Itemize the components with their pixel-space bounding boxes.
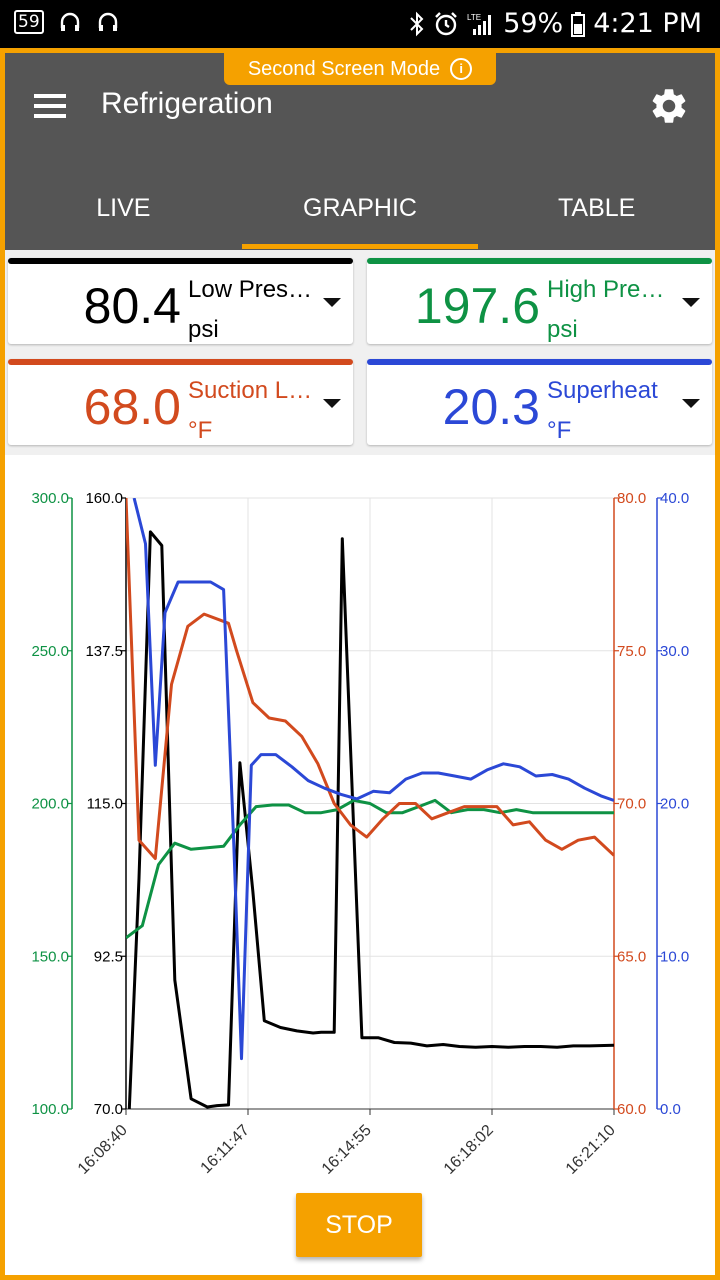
status-bar: 59 LTE 59% 4:21 PM — [0, 0, 720, 48]
x-tick-label: 16:11:47 — [198, 1122, 253, 1177]
reading-value: 68.0 — [83, 379, 181, 435]
y-tick-label-low_pressure: 115.0 — [87, 796, 123, 813]
x-tick-label: 16:08:40 — [75, 1122, 131, 1178]
trend-chart[interactable]: 16:08:40 16:11:47 16:14:55 16:18:02 16:21:10… — [0, 460, 720, 1190]
series-color-bar — [367, 258, 712, 264]
y-tick-label-superheat: 10.0 — [660, 948, 689, 965]
reading-card-low-pressure[interactable]: 80.4 Low Pres… psi — [8, 258, 353, 344]
series-color-bar — [8, 258, 353, 264]
y-tick-label-superheat: 40.0 — [660, 490, 689, 507]
menu-icon[interactable] — [30, 90, 70, 124]
y-tick-label-suction_temp: 80.0 — [617, 490, 646, 507]
second-screen-mode-banner[interactable]: Second Screen Mode i — [224, 53, 496, 85]
notification-badge: 59 — [14, 10, 44, 34]
y-tick-label-high_pressure: 250.0 — [31, 643, 69, 660]
reading-value: 197.6 — [414, 278, 540, 334]
page-title: Refrigeration — [101, 87, 273, 120]
reading-unit: °F — [188, 417, 213, 444]
second-screen-mode-label: Second Screen Mode — [247, 57, 441, 80]
battery-percent: 59% — [503, 8, 564, 39]
reading-name: Low Pres… — [188, 276, 313, 303]
y-tick-label-low_pressure: 70.0 — [94, 1101, 123, 1118]
tab-graphic[interactable]: GRAPHIC — [241, 185, 479, 249]
reading-name: Suction L… — [188, 377, 313, 404]
x-tick-label: 16:18:02 — [441, 1122, 497, 1178]
reading-value: 20.3 — [442, 379, 540, 435]
tab-bar: LIVE GRAPHIC TABLE — [5, 185, 715, 249]
y-tick-label-low_pressure: 92.5 — [94, 948, 123, 965]
second-screen-frame — [0, 48, 720, 1280]
y-tick-label-superheat: 20.0 — [660, 796, 689, 813]
y-tick-label-suction_temp: 65.0 — [617, 948, 646, 965]
y-tick-label-superheat: 0.0 — [660, 1101, 681, 1118]
app-bar — [5, 53, 715, 250]
dropdown-caret-icon[interactable] — [323, 298, 341, 307]
reading-unit: psi — [188, 316, 219, 343]
y-tick-label-low_pressure: 137.5 — [85, 643, 123, 660]
series-color-bar — [367, 359, 712, 365]
reading-card-superheat[interactable]: 20.3 Superheat °F — [367, 359, 712, 445]
y-tick-label-high_pressure: 150.0 — [31, 948, 69, 965]
reading-name: Superheat — [547, 377, 658, 404]
tab-live[interactable]: LIVE — [96, 194, 151, 222]
headset-icon — [60, 12, 79, 31]
reading-card-suction-line[interactable]: 68.0 Suction L… °F — [8, 359, 353, 445]
y-tick-label-superheat: 30.0 — [660, 643, 689, 660]
reading-unit: psi — [547, 316, 578, 343]
x-tick-label: 16:14:55 — [319, 1122, 375, 1178]
y-tick-label-suction_temp: 60.0 — [617, 1101, 646, 1118]
y-tick-label-high_pressure: 100.0 — [31, 1101, 69, 1118]
reading-unit: °F — [547, 417, 572, 444]
gear-icon[interactable] — [648, 85, 690, 127]
svg-text:LTE: LTE — [467, 13, 481, 22]
reading-card-high-pressure[interactable]: 197.6 High Pre… psi — [367, 258, 712, 344]
stop-button[interactable]: STOP — [296, 1193, 422, 1257]
dropdown-caret-icon[interactable] — [323, 399, 341, 408]
series-line-low_pressure — [127, 530, 614, 1109]
y-tick-label-low_pressure: 160.0 — [85, 490, 123, 507]
alarm-icon — [435, 11, 458, 35]
info-icon[interactable]: i — [450, 58, 473, 80]
series-line-superheat — [132, 498, 614, 1061]
y-tick-label-high_pressure: 300.0 — [31, 490, 69, 507]
headset-icon — [98, 12, 117, 31]
dropdown-caret-icon[interactable] — [682, 298, 700, 307]
y-tick-label-high_pressure: 200.0 — [31, 796, 69, 813]
dropdown-caret-icon[interactable] — [682, 399, 700, 408]
battery-icon — [571, 11, 586, 37]
series-color-bar — [8, 359, 353, 365]
bluetooth-icon — [410, 11, 424, 36]
lte-signal-icon: LTE — [467, 13, 492, 35]
series-line-high_pressure — [126, 798, 614, 940]
y-tick-label-suction_temp: 75.0 — [617, 643, 646, 660]
y-tick-label-suction_temp: 70.0 — [617, 796, 646, 813]
reading-name: High Pre… — [547, 276, 665, 303]
tab-table[interactable]: TABLE — [558, 194, 636, 222]
clock: 4:21 PM — [593, 8, 702, 39]
x-tick-label: 16:21:10 — [563, 1122, 619, 1178]
reading-cards: 80.4 Low Pres… psi 197.6 High Pre… psi 6… — [5, 250, 715, 455]
series-line-suction_temp — [126, 498, 614, 860]
reading-value: 80.4 — [83, 278, 181, 334]
